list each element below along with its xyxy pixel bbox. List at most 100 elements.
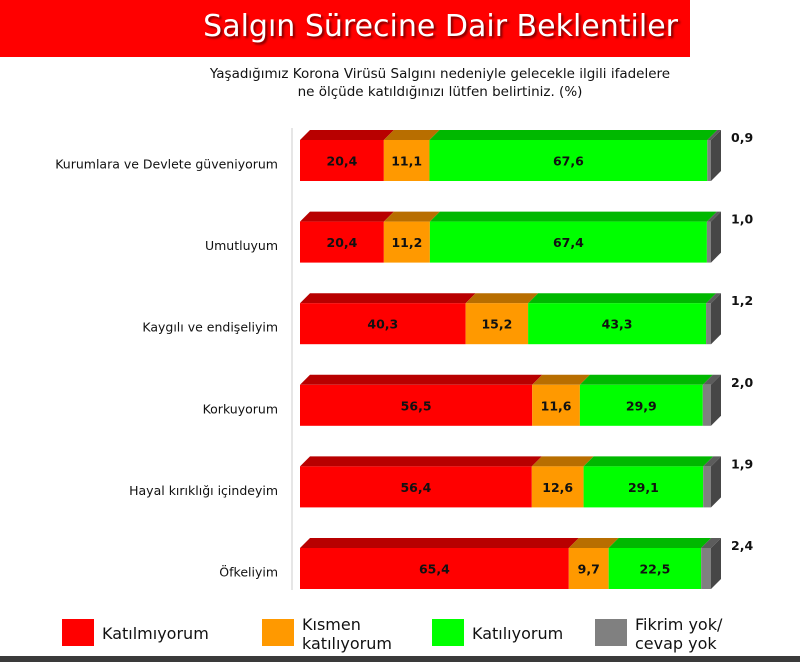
bar-top-face [701,538,721,548]
bar-top-face [568,538,619,548]
data-label: 2,4 [731,538,753,553]
bar-top-face [465,293,539,304]
legend-label-line1: Fikrim yok/ [635,615,723,634]
bar-segment [579,384,703,426]
data-label: 1,9 [731,456,753,471]
data-label: 0,9 [731,130,753,145]
bar-segment [383,140,430,181]
legend-swatch-gray [595,619,627,646]
bar-segment [429,221,707,263]
bar-top-face [707,130,721,140]
bar-segment [383,221,430,263]
legend-item-fikrim-yok: Fikrim yok/ cevap yok [595,612,775,656]
legend-item-katiliyorum: Katılıyorum [432,612,592,656]
data-label: 20,4 [327,235,358,250]
bar-segment [707,140,711,181]
bar-segment [608,548,702,589]
bar-top-face [532,374,590,385]
data-label: 29,1 [628,480,659,495]
legend-label-line1: Kısmen [302,615,361,634]
bar-side-face [711,374,721,426]
bar-segment [300,466,532,508]
bar-side-face [711,130,721,181]
data-label: 9,7 [578,562,600,577]
bar-top-face [583,456,714,467]
bar-segment [300,140,384,181]
bar-top-face [300,130,394,140]
legend-label-line2: katılıyorum [302,634,392,653]
bar-top-face [383,130,440,140]
bar-segment [300,221,384,263]
bar-side-face [711,211,721,263]
bar-segment [300,548,569,589]
legend-swatch-red [62,619,94,646]
data-label: 15,2 [481,317,512,332]
data-label: 1,2 [731,293,753,308]
title-bar: Salgın Sürecine Dair Beklentiler [0,0,690,57]
category-label: Umutluyum [205,238,278,253]
category-label: Hayal kırıklığı içindeyim [129,483,278,498]
bar-segment [531,466,584,508]
data-label: 67,6 [553,154,584,169]
bar-segment [706,303,711,345]
bar-top-face [300,374,543,385]
legend-label: Katılmıyorum [102,624,209,643]
bar-side-face [711,456,721,508]
bar-segment [701,548,711,589]
data-label: 43,3 [602,317,633,332]
bar-top-face [383,211,440,222]
bar-top-face [703,456,721,467]
bar-segment [300,303,466,345]
legend-item-kismen: Kısmen katılıyorum [262,612,422,656]
data-label: 56,4 [400,480,431,495]
data-label: 12,6 [542,480,573,495]
bar-top-face [429,211,717,222]
bar-segment [465,303,529,345]
bar-segment [528,303,707,345]
bar-top-face [579,374,713,385]
bar-top-face [706,211,721,222]
bar-segment [429,140,708,181]
bar-top-face [706,293,721,304]
legend-swatch-orange [262,619,294,646]
data-label: 11,2 [391,235,422,250]
data-label: 65,4 [419,562,450,577]
bar-top-face [300,538,579,548]
bar-segment [703,466,711,508]
data-label: 67,4 [553,235,584,250]
bar-segment [568,548,609,589]
bar-top-face [531,456,594,467]
bar-top-face [300,293,476,304]
bar-segment [702,384,711,426]
data-label: 11,1 [391,154,422,169]
bar-top-face [608,538,712,548]
data-label: 29,9 [626,398,657,413]
chart-subtitle-line1: Yaşadığımız Korona Virüsü Salgını nedeni… [209,66,671,82]
category-label: Öfkeliyim [219,564,278,580]
category-label: Kaygılı ve endişeliyim [142,320,278,335]
bar-top-face [300,211,394,222]
bar-top-face [528,293,717,304]
bar-top-face [300,456,542,467]
bar-side-face [711,293,721,345]
category-label: Korkuyorum [203,401,278,416]
data-label: 11,6 [541,398,572,413]
category-label: Kurumlara ve Devlete güveniyorum [55,157,278,172]
bar-top-face [702,374,721,385]
legend-swatch-green [432,619,464,646]
bar-top-face [429,130,718,140]
chart-subtitle-line2: ne ölçüde katıldığınızı lütfen belirtini… [297,84,583,100]
stacked-bar-chart: Kurumlara ve Devlete güveniyorum 20,4 11,1… [55,128,753,590]
bar-segment [532,384,580,426]
bar-segment [583,466,704,508]
data-label: 20,4 [327,154,358,169]
legend-label: Katılıyorum [472,624,564,643]
data-label: 2,0 [731,375,753,390]
bar-side-face [711,538,721,589]
legend-item-katilmiyorum: Katılmıyorum [62,612,232,656]
bar-segment [706,221,711,263]
legend-label-line2: cevap yok [635,634,717,653]
chart-title: Salgın Sürecine Dair Beklentiler [203,9,678,44]
data-label: 1,0 [731,212,753,227]
data-label: 56,5 [401,398,432,413]
